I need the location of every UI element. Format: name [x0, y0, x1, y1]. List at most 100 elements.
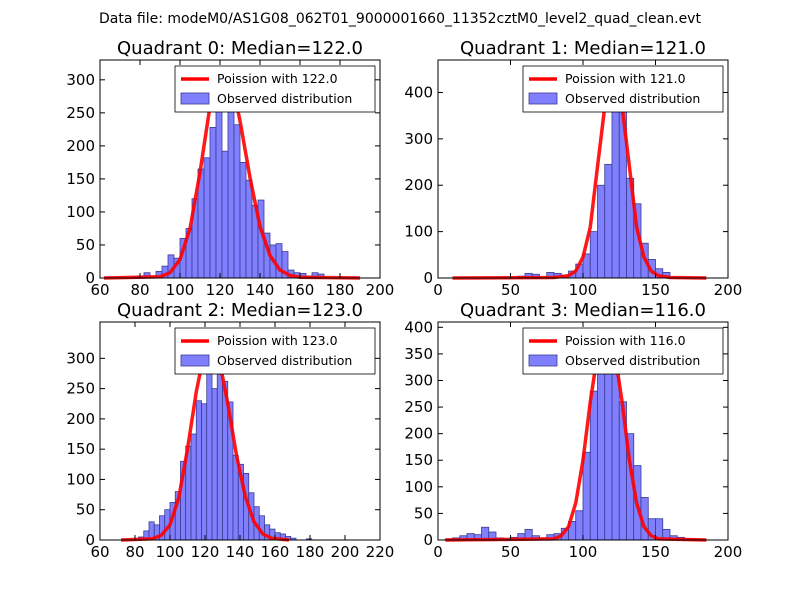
- legend-bar-swatch: [180, 92, 210, 105]
- histogram-bar: [211, 388, 218, 541]
- x-tick-label: 100: [156, 543, 185, 561]
- x-tick-label: 120: [191, 543, 220, 561]
- chart-title: Quadrant 2: Median=123.0: [117, 300, 363, 321]
- figure-suptitle: Data file: modeM0/AS1G08_062T01_90000016…: [99, 11, 701, 27]
- legend-box: [522, 65, 724, 113]
- quadrant-2-panel: Quadrant 2: Median=123.0 60 80 100 120 140 160…: [66, 300, 394, 561]
- x-tick-label: 100: [569, 543, 598, 561]
- x-tick-label: 160: [286, 281, 315, 299]
- histogram-bar: [190, 433, 197, 541]
- legend-label-observed: Observed distribution: [217, 353, 352, 368]
- legend-label-poisson: Poission with 121.0: [565, 71, 686, 86]
- histogram-bar: [245, 179, 253, 279]
- histogram-bar: [582, 451, 591, 541]
- x-tick-label: 120: [206, 281, 235, 299]
- histogram-bar: [604, 353, 613, 541]
- x-tick-label: 220: [366, 543, 395, 561]
- legend: Poission with 123.0 Observed distribution: [174, 327, 376, 375]
- y-tick-label: 100: [404, 223, 433, 241]
- histogram-bar: [227, 105, 235, 279]
- y-tick-label: 100: [66, 203, 95, 221]
- x-tick-label: 180: [296, 543, 325, 561]
- y-tick-label: 200: [404, 425, 433, 443]
- x-tick-label: 200: [366, 281, 395, 299]
- legend-bar-swatch: [528, 92, 558, 105]
- legend-label-observed: Observed distribution: [565, 91, 700, 106]
- y-tick-label: 200: [66, 410, 95, 428]
- x-tick-label: 0: [433, 281, 443, 299]
- y-tick-label: 250: [66, 380, 95, 398]
- legend-label-poisson: Poission with 122.0: [217, 71, 338, 86]
- legend-label-observed: Observed distribution: [565, 353, 700, 368]
- x-tick-label: 150: [641, 281, 670, 299]
- legend-label-poisson: Poission with 116.0: [565, 333, 686, 348]
- legend: Poission with 121.0 Observed distribution: [522, 65, 724, 113]
- x-tick-label: 0: [433, 543, 443, 561]
- y-tick-label: 0: [423, 269, 433, 287]
- histogram-bar: [239, 161, 247, 279]
- legend-bar-swatch: [528, 354, 558, 367]
- histogram-bar: [233, 124, 241, 279]
- y-tick-label: 150: [66, 170, 95, 188]
- histogram-bar: [221, 150, 229, 279]
- quadrant-3-panel: Quadrant 3: Median=116.0 0 50 100 150 200 0 50 1…: [404, 300, 742, 561]
- x-tick-label: 160: [261, 543, 290, 561]
- x-tick-label: 60: [90, 281, 109, 299]
- y-tick-label: 300: [404, 371, 433, 389]
- x-tick-label: 100: [166, 281, 195, 299]
- y-tick-label: 350: [404, 345, 433, 363]
- x-tick-label: 60: [90, 543, 109, 561]
- y-tick-label: 50: [76, 501, 95, 519]
- histogram-bar: [597, 184, 606, 279]
- y-tick-label: 400: [404, 318, 433, 336]
- y-tick-label: 150: [404, 451, 433, 469]
- x-tick-label: 200: [714, 281, 743, 299]
- y-tick-label: 0: [85, 531, 95, 549]
- y-tick-label: 50: [76, 236, 95, 254]
- y-tick-label: 250: [404, 398, 433, 416]
- y-tick-label: 250: [66, 104, 95, 122]
- x-tick-label: 140: [226, 543, 255, 561]
- histogram-bar: [216, 357, 223, 541]
- y-tick-label: 400: [404, 83, 433, 101]
- y-tick-label: 100: [404, 478, 433, 496]
- legend: Poission with 122.0 Observed distribution: [174, 65, 376, 113]
- histogram-bar: [209, 126, 217, 279]
- y-tick-label: 200: [404, 176, 433, 194]
- x-tick-label: 100: [569, 281, 598, 299]
- y-tick-label: 0: [85, 269, 95, 287]
- y-tick-label: 300: [66, 71, 95, 89]
- x-tick-label: 80: [130, 281, 149, 299]
- x-tick-label: 50: [501, 543, 520, 561]
- axes-frame: [99, 59, 381, 279]
- histogram-bar: [575, 510, 584, 541]
- y-tick-label: 300: [404, 130, 433, 148]
- legend-bar-swatch: [180, 354, 210, 367]
- histogram-bar: [195, 400, 202, 541]
- x-tick-label: 50: [501, 281, 520, 299]
- x-tick-label: 150: [641, 543, 670, 561]
- y-tick-label: 0: [423, 531, 433, 549]
- histogram-bar: [589, 231, 598, 279]
- histogram-bar: [215, 86, 223, 279]
- x-tick-label: 80: [125, 543, 144, 561]
- histogram-bar: [203, 157, 211, 279]
- histogram-bar: [604, 163, 613, 279]
- x-tick-label: 200: [714, 543, 743, 561]
- chart-title: Quadrant 3: Median=116.0: [460, 300, 706, 321]
- y-tick-label: 200: [66, 137, 95, 155]
- y-tick-label: 300: [66, 349, 95, 367]
- legend-label-observed: Observed distribution: [217, 91, 352, 106]
- histogram-bar: [201, 403, 208, 541]
- x-tick-label: 180: [326, 281, 355, 299]
- y-tick-label: 50: [414, 504, 433, 522]
- x-tick-label: 200: [331, 543, 360, 561]
- quadrant-1-panel: Quadrant 1: Median=121.0 0 50 100 150 200 0 100…: [404, 38, 742, 299]
- y-tick-label: 150: [66, 440, 95, 458]
- chart-title: Quadrant 0: Median=122.0: [117, 38, 363, 59]
- legend: Poission with 116.0 Observed distribution: [522, 327, 724, 375]
- chart-title: Quadrant 1: Median=121.0: [460, 38, 706, 59]
- x-tick-label: 140: [246, 281, 275, 299]
- histogram-bar: [589, 390, 598, 541]
